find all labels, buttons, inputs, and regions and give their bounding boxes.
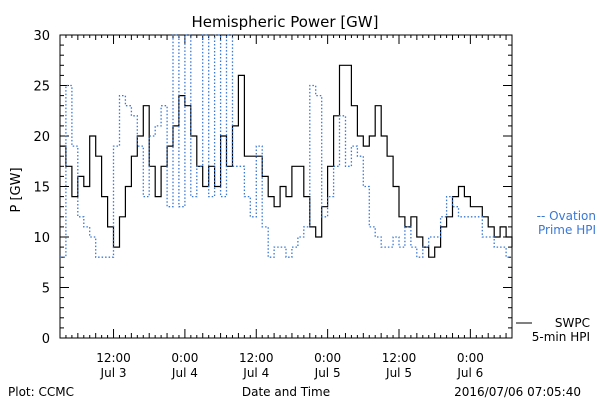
footer-timestamp: 2016/07/06 07:05:40 xyxy=(454,385,581,399)
x-tick-label-time: 0:00 xyxy=(171,351,198,365)
y-tick-label: 20 xyxy=(33,130,50,145)
x-tick-label-time: 12:00 xyxy=(239,351,274,365)
y-tick-label: 15 xyxy=(33,181,50,196)
chart-title: Hemispheric Power [GW] xyxy=(192,13,379,31)
y-axis-label: P [GW] xyxy=(9,167,24,212)
x-tick-label-date: Jul 4 xyxy=(171,366,198,380)
x-tick-label-time: 12:00 xyxy=(382,351,417,365)
x-tick-label-date: Jul 3 xyxy=(100,366,127,380)
legend-ovation-line1: -- Ovation xyxy=(537,209,596,223)
series-line-swpc-hpi xyxy=(60,64,513,258)
footer-plot-credit: Plot: CCMC xyxy=(8,385,74,399)
legend-swpc-line1: SWPC xyxy=(555,316,590,330)
legend-swpc-line2: 5-min HPI xyxy=(532,330,590,344)
x-tick-label-date: Jul 5 xyxy=(385,366,412,380)
y-tick-label: 10 xyxy=(33,231,50,246)
x-tick-label-date: Jul 6 xyxy=(456,366,483,380)
x-tick-label-date: Jul 4 xyxy=(242,366,269,380)
plot-frame xyxy=(59,34,513,339)
y-tick-labels: 0 5 10 15 20 25 30 xyxy=(33,29,50,347)
y-tick-label: 30 xyxy=(33,29,50,44)
x-tick-label-time: 0:00 xyxy=(314,351,341,365)
y-tick-label: 25 xyxy=(33,80,50,95)
legend-ovation-line2: Prime HPI xyxy=(538,223,596,237)
series-line-ovation-prime-hpi xyxy=(60,34,512,258)
x-axis-label: Date and Time xyxy=(242,385,330,399)
x-tick-label-time: 12:00 xyxy=(96,351,131,365)
x-tick-label-time: 0:00 xyxy=(457,351,484,365)
y-tick-label: 5 xyxy=(42,282,50,297)
y-tick-label: 0 xyxy=(42,332,50,347)
x-tick-label-date: Jul 5 xyxy=(314,366,341,380)
series-layer xyxy=(60,34,513,258)
